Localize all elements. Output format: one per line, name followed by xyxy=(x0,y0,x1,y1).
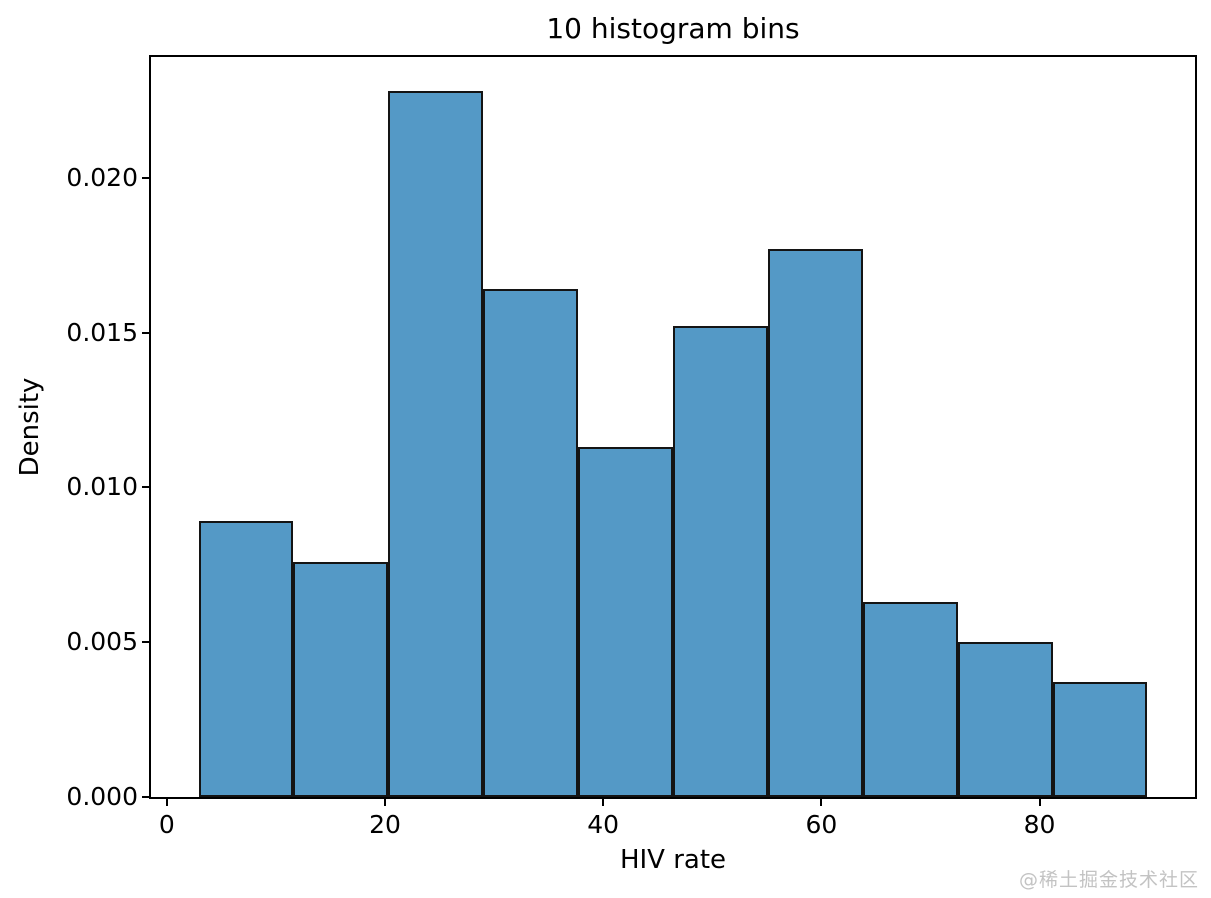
histogram-bar xyxy=(767,249,863,797)
x-tick-label: 80 xyxy=(1023,810,1056,839)
x-tick-mark xyxy=(1038,799,1041,806)
watermark-text: @稀土掘金技术社区 xyxy=(1018,869,1199,891)
y-tick-label: 0.005 xyxy=(66,627,138,657)
y-tick-mark xyxy=(142,641,149,644)
x-tick-mark xyxy=(820,799,823,806)
x-tick-label: 20 xyxy=(369,810,401,839)
x-tick-mark xyxy=(384,799,386,806)
y-tick-mark xyxy=(142,796,149,798)
x-tick-label: 0 xyxy=(158,810,175,839)
histogram-bar xyxy=(578,447,673,797)
y-tick-mark xyxy=(142,176,149,179)
histogram-bar xyxy=(483,289,579,797)
histogram-bar xyxy=(293,561,389,797)
y-tick-mark xyxy=(142,486,149,489)
y-tick-mark xyxy=(142,331,149,334)
y-axis-label: Density xyxy=(15,377,45,477)
x-tick-label: 40 xyxy=(587,810,620,839)
histogram-bar xyxy=(862,601,958,797)
histogram-bar xyxy=(388,91,484,797)
y-tick-label: 0.010 xyxy=(66,472,138,502)
chart-title: 10 histogram bins xyxy=(546,12,800,45)
histogram-bar xyxy=(1052,682,1148,797)
x-tick-mark xyxy=(165,799,168,806)
histogram-bar xyxy=(198,521,294,797)
x-tick-mark xyxy=(602,799,605,806)
x-tick-label: 60 xyxy=(805,810,838,839)
y-tick-label: 0.020 xyxy=(66,162,138,192)
y-tick-label: 0.000 xyxy=(66,782,138,811)
histogram-bar xyxy=(673,326,768,797)
x-axis-label: HIV rate xyxy=(619,845,727,875)
y-tick-label: 0.015 xyxy=(66,317,138,347)
histogram-bar xyxy=(957,642,1053,797)
